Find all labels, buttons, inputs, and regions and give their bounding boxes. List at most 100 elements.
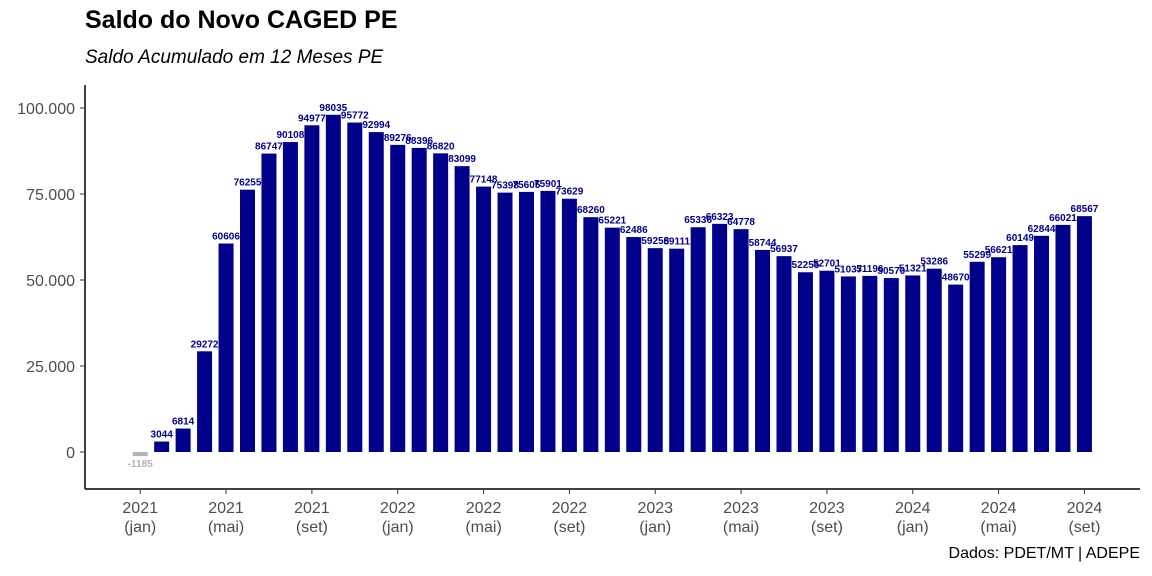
x-tick-month-2: (set) [296, 519, 328, 536]
bar-35 [883, 278, 899, 452]
bar-31 [797, 272, 813, 452]
data-label-15: 83099 [448, 154, 476, 165]
bar-36 [905, 275, 921, 452]
bar-28 [733, 229, 749, 452]
source-caption: Dados: PDET/MT | ADEPE [948, 545, 1140, 562]
bar-23 [626, 237, 642, 452]
bar-37 [926, 268, 942, 452]
data-label-35: 50570 [877, 266, 905, 277]
data-label-42: 62844 [1028, 224, 1056, 235]
bar-32 [819, 270, 835, 452]
x-tick-year-8: 2023 [809, 500, 845, 517]
x-tick-year-6: 2023 [637, 500, 673, 517]
bar-11 [368, 132, 384, 452]
x-tick-year-10: 2024 [981, 500, 1017, 517]
bar-27 [712, 223, 728, 452]
bar-21 [583, 217, 599, 452]
data-label-31: 52255 [792, 260, 820, 271]
data-label-8: 94977 [298, 113, 326, 124]
x-tick-month-6: (jan) [639, 519, 671, 536]
y-axis: 0 25.000 50.000 75.000 100.000 [17, 85, 86, 489]
x-tick-month-11: (set) [1068, 519, 1100, 536]
data-label-0: -1185 [128, 459, 153, 470]
data-label-30: 56937 [770, 244, 798, 255]
bar-1 [154, 441, 170, 452]
data-label-11: 92994 [362, 120, 390, 131]
bar-4 [218, 243, 234, 452]
data-label-44: 68567 [1071, 204, 1099, 215]
x-tick-year-5: 2022 [552, 500, 588, 517]
y-tick-label-3: 75.000 [26, 187, 75, 204]
bar-15 [454, 166, 470, 452]
x-tick-month-5: (set) [553, 519, 585, 536]
x-tick-year-3: 2022 [380, 500, 416, 517]
x-tick-month-1: (mai) [208, 519, 244, 536]
x-tick-year-7: 2023 [723, 500, 759, 517]
bar-14 [433, 153, 449, 452]
data-label-39: 55299 [963, 250, 991, 261]
bar-22 [604, 227, 620, 452]
y-tick-label-4: 100.000 [17, 101, 75, 118]
bar-6 [261, 153, 277, 452]
bar-42 [1034, 235, 1050, 452]
x-tick-year-2: 2021 [294, 500, 330, 517]
bar-25 [669, 248, 685, 452]
bar-33 [840, 276, 856, 452]
data-label-13: 88396 [405, 136, 433, 147]
data-label-34: 51196 [856, 264, 884, 275]
bar-7 [282, 142, 298, 452]
data-label-41: 60149 [1006, 233, 1034, 244]
bar-38 [948, 284, 964, 452]
bar-24 [647, 248, 663, 452]
y-tick-label-0: 0 [66, 445, 75, 462]
chart-title: Saldo do Novo CAGED PE [85, 6, 398, 34]
bar-17 [497, 192, 513, 452]
data-label-2: 6814 [172, 417, 195, 428]
x-tick-year-1: 2021 [208, 500, 244, 517]
bar-8 [304, 125, 320, 452]
x-tick-year-11: 2024 [1067, 500, 1103, 517]
bar-20 [561, 198, 577, 452]
data-label-18: 75605 [513, 180, 541, 191]
bar-16 [476, 186, 492, 453]
data-label-23: 62486 [620, 225, 648, 236]
data-label-36: 51321 [899, 263, 927, 274]
bar-0 [132, 452, 148, 457]
x-tick-month-3: (jan) [382, 519, 414, 536]
data-label-19: 75901 [534, 179, 562, 190]
data-label-12: 89276 [384, 133, 412, 144]
data-label-28: 64778 [727, 217, 755, 228]
x-tick-month-7: (mai) [723, 519, 759, 536]
x-tick-month-4: (mai) [465, 519, 501, 536]
data-label-22: 65221 [598, 216, 626, 227]
data-label-6: 86747 [255, 142, 283, 153]
x-tick-month-10: (mai) [980, 519, 1016, 536]
data-label-3: 29272 [191, 339, 219, 350]
bar-41 [1012, 245, 1028, 452]
bar-34 [862, 275, 878, 452]
y-tick-label-1: 25.000 [26, 359, 75, 376]
bar-29 [755, 249, 771, 452]
x-tick-month-0: (jan) [124, 519, 156, 536]
data-label-21: 68260 [577, 205, 605, 216]
data-label-43: 66021 [1049, 213, 1077, 224]
data-label-25: 59111 [663, 237, 690, 248]
bar-44 [1076, 216, 1092, 452]
bar-13 [411, 147, 427, 453]
bar-5 [240, 189, 255, 452]
data-label-32: 52701 [813, 259, 841, 270]
data-label-7: 90108 [277, 130, 305, 141]
data-label-24: 59258 [641, 236, 669, 247]
x-tick-month-9: (jan) [897, 519, 929, 536]
data-label-10: 95772 [341, 111, 369, 122]
data-label-1: 3044 [151, 430, 174, 441]
x-tick-year-9: 2024 [895, 500, 931, 517]
data-label-5: 76255 [234, 178, 262, 189]
bar-26 [690, 227, 706, 452]
data-label-40: 56621 [985, 245, 1013, 256]
data-label-26: 65336 [684, 215, 712, 226]
bar-39 [969, 261, 985, 452]
x-axis: 2021 (jan) 2021 (mai) 2021 (set) 2022 (jan) 2022… [85, 488, 1140, 536]
